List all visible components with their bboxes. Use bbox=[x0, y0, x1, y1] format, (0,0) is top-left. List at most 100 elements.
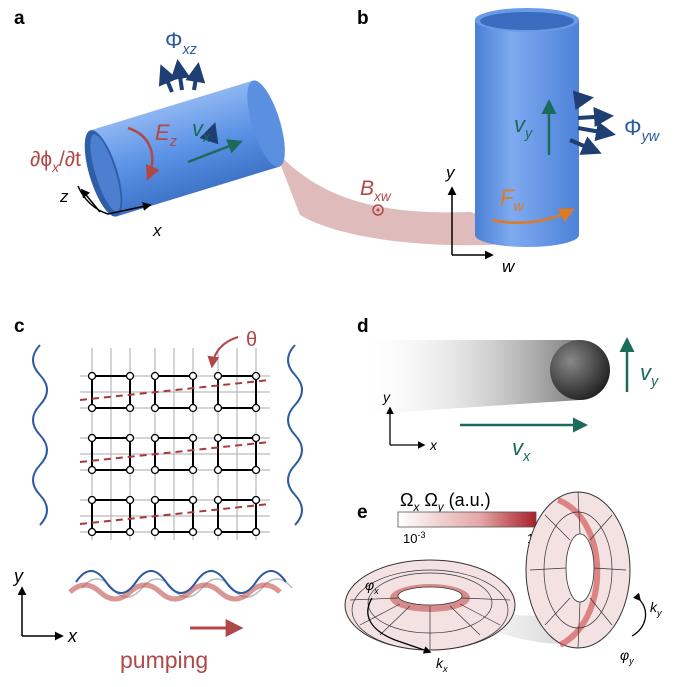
site bbox=[150, 465, 160, 475]
b-symbol bbox=[372, 204, 384, 216]
site bbox=[251, 371, 261, 381]
site bbox=[150, 527, 160, 537]
axis-label: z bbox=[59, 187, 69, 206]
site bbox=[87, 527, 97, 537]
flux-arrows bbox=[158, 59, 219, 145]
cylinder-a bbox=[84, 80, 285, 217]
site bbox=[188, 527, 198, 537]
site bbox=[150, 403, 160, 413]
kx-arrow bbox=[367, 597, 432, 654]
panel-label: a bbox=[14, 8, 25, 29]
sphere bbox=[550, 340, 610, 400]
plaquette bbox=[217, 499, 257, 533]
site bbox=[125, 371, 135, 381]
axis-label: x bbox=[67, 626, 78, 646]
plaquette bbox=[91, 375, 131, 409]
pumping-label: pumping bbox=[120, 647, 208, 673]
site bbox=[125, 495, 135, 505]
site bbox=[87, 371, 97, 381]
e-label: Ez bbox=[155, 120, 177, 150]
kx-label: kx bbox=[436, 655, 448, 674]
panel-label: e bbox=[357, 502, 368, 523]
lattice bbox=[87, 371, 261, 537]
site bbox=[188, 465, 198, 475]
site bbox=[87, 403, 97, 413]
site bbox=[188, 403, 198, 413]
axes-a bbox=[77, 185, 152, 215]
torus-y bbox=[525, 491, 631, 649]
axis-label: y bbox=[382, 389, 391, 405]
theta-label: θ bbox=[246, 329, 257, 351]
flux-label: Φyw bbox=[624, 115, 661, 145]
site bbox=[125, 433, 135, 443]
phiy-label: φy bbox=[620, 647, 634, 666]
vx-label: vx bbox=[192, 116, 211, 146]
site bbox=[188, 495, 198, 505]
wave bbox=[68, 582, 282, 602]
plaquette bbox=[91, 437, 131, 471]
site bbox=[87, 433, 97, 443]
dphi-label: ∂ϕx/∂t bbox=[30, 148, 81, 175]
site bbox=[188, 433, 198, 443]
theta-arrow bbox=[207, 336, 239, 369]
site bbox=[251, 433, 261, 443]
site bbox=[150, 433, 160, 443]
panel-d: d vy vx y x bbox=[355, 316, 659, 465]
dashed-lines bbox=[79, 379, 271, 525]
panel-label: b bbox=[357, 8, 369, 29]
plaquette bbox=[217, 375, 257, 409]
site bbox=[150, 371, 160, 381]
axis-label: w bbox=[502, 257, 516, 276]
axis-label: y bbox=[12, 566, 24, 586]
site bbox=[251, 495, 261, 505]
colorbar-min: 10-3 bbox=[403, 530, 425, 546]
vy-label: vy bbox=[640, 360, 659, 390]
plaquette bbox=[91, 499, 131, 533]
site bbox=[251, 465, 261, 475]
site bbox=[150, 495, 160, 505]
b-label: Bxw bbox=[360, 177, 392, 204]
cylinder-top bbox=[480, 12, 574, 30]
torus-x bbox=[344, 559, 516, 651]
phix-label: φx bbox=[365, 577, 379, 596]
fw-label: Fw bbox=[500, 185, 525, 215]
vx-label: vx bbox=[512, 435, 531, 465]
site bbox=[125, 403, 135, 413]
plaquette bbox=[217, 437, 257, 471]
site bbox=[87, 495, 97, 505]
site bbox=[213, 495, 223, 505]
site bbox=[251, 403, 261, 413]
panel-label: d bbox=[357, 316, 369, 337]
axis-label: y bbox=[445, 163, 456, 182]
panel-c: c θ pumping y x bbox=[12, 316, 303, 673]
axis-label: x bbox=[429, 437, 438, 453]
site bbox=[213, 371, 223, 381]
colorbar bbox=[397, 511, 537, 528]
wave bbox=[32, 344, 48, 526]
flux-label: Φxz bbox=[165, 28, 197, 58]
ky-label: ky bbox=[650, 599, 662, 618]
trail bbox=[355, 340, 580, 415]
site bbox=[213, 433, 223, 443]
site bbox=[213, 403, 223, 413]
wave bbox=[287, 344, 303, 526]
panel-label: c bbox=[14, 316, 25, 337]
panel-e: e Ωx Ωy (a.u.) 10-3 1 φx kx ky φy bbox=[344, 490, 662, 674]
b-symbol bbox=[376, 208, 380, 212]
cylinder-b bbox=[475, 20, 579, 247]
axis-label: x bbox=[152, 221, 162, 240]
vx-arrow bbox=[187, 139, 243, 164]
e-arrow bbox=[127, 126, 160, 181]
wave bbox=[75, 570, 287, 594]
site bbox=[251, 527, 261, 537]
colorbar-title: Ωx Ωy (a.u.) bbox=[400, 490, 491, 514]
site bbox=[125, 465, 135, 475]
flux-arrows bbox=[569, 90, 616, 155]
ky-arrow bbox=[631, 592, 647, 637]
panel-b: b Bxw vy Fw Φyw y w bbox=[357, 8, 661, 276]
site bbox=[213, 527, 223, 537]
site bbox=[188, 371, 198, 381]
fw-arrow bbox=[491, 208, 575, 225]
axis bbox=[80, 188, 101, 213]
